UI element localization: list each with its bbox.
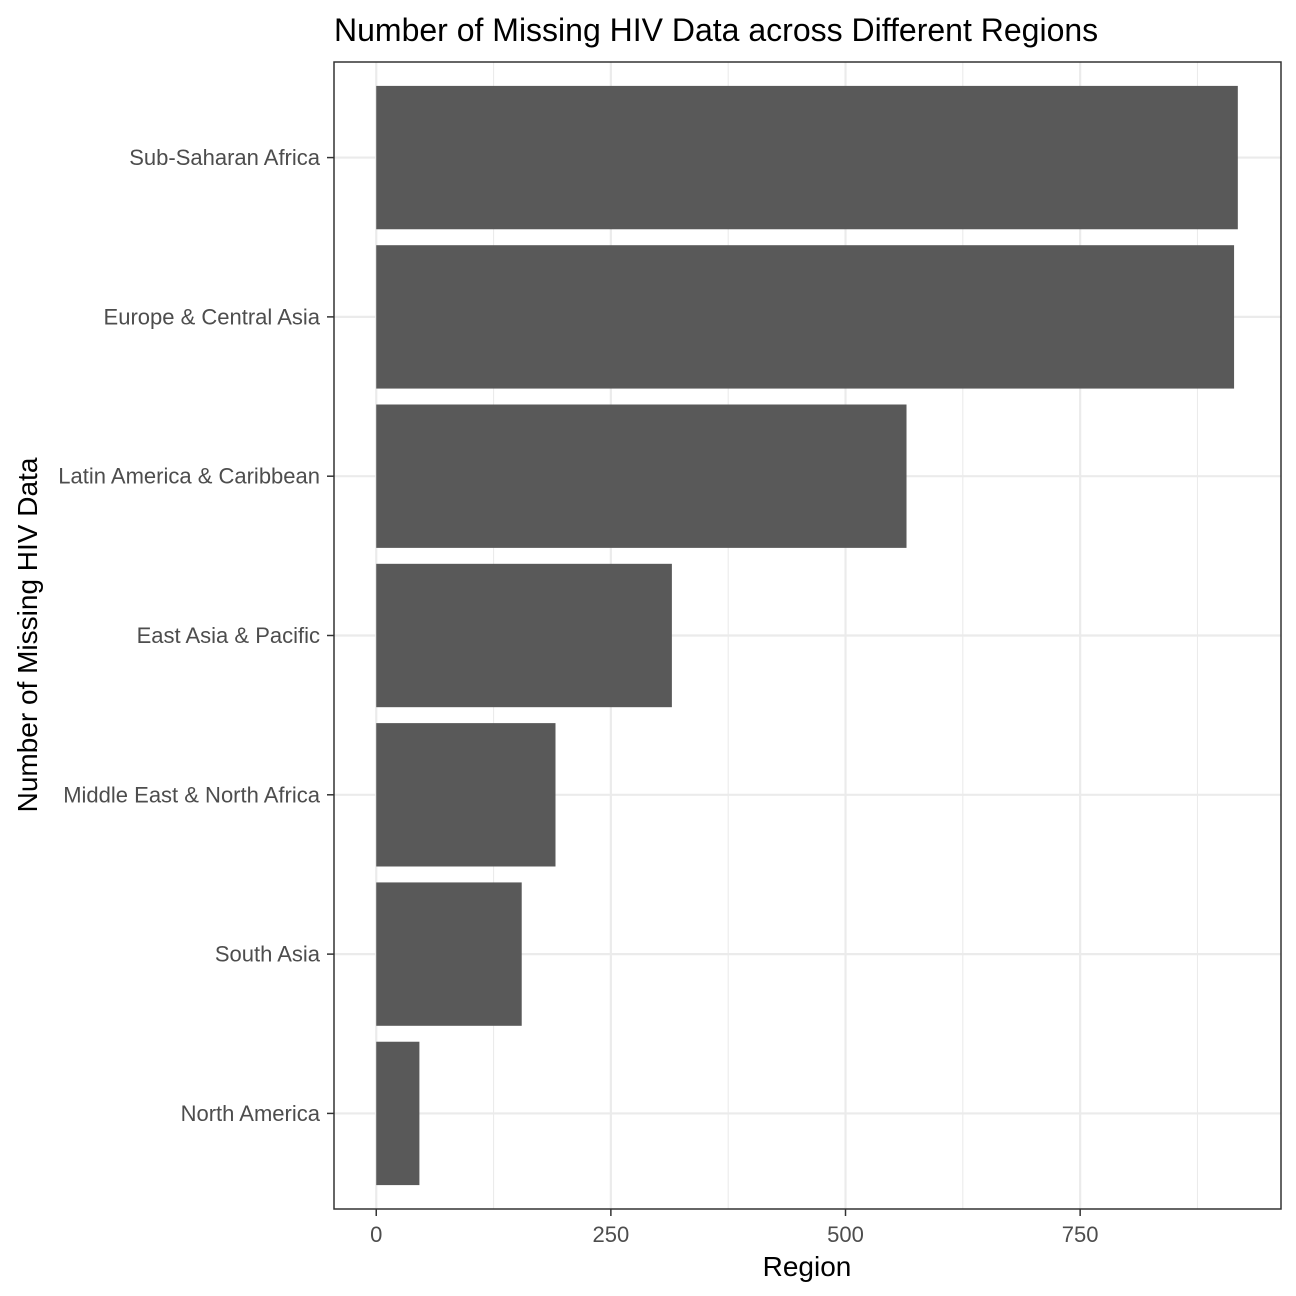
y-tick-label: Middle East & North Africa <box>63 782 321 807</box>
y-tick-label: East Asia & Pacific <box>137 623 320 648</box>
x-axis-title: Region <box>763 1251 852 1282</box>
bar <box>376 404 907 548</box>
y-tick-label: Europe & Central Asia <box>104 304 321 329</box>
y-tick-label: North America <box>181 1101 321 1126</box>
bar <box>376 85 1238 230</box>
bars <box>376 85 1238 1186</box>
x-tick-label: 750 <box>1062 1222 1099 1247</box>
y-tick-label: Sub-Saharan Africa <box>129 145 321 170</box>
chart-title: Number of Missing HIV Data across Differ… <box>334 12 1098 48</box>
bar <box>376 245 1235 389</box>
bar <box>376 1041 420 1186</box>
y-axis-title: Number of Missing HIV Data <box>12 457 43 812</box>
x-axis: 0 250 500 750 <box>370 1209 1099 1247</box>
x-tick-label: 500 <box>827 1222 864 1247</box>
y-axis: Sub-Saharan Africa Europe & Central Asia L… <box>58 145 334 1126</box>
y-tick-label: South Asia <box>215 942 321 967</box>
x-tick-label: 250 <box>593 1222 630 1247</box>
y-tick-label: Latin America & Caribbean <box>58 464 320 489</box>
bar <box>376 563 672 708</box>
x-tick-label: 0 <box>370 1222 382 1247</box>
bar <box>376 723 556 867</box>
bar <box>376 882 522 1026</box>
